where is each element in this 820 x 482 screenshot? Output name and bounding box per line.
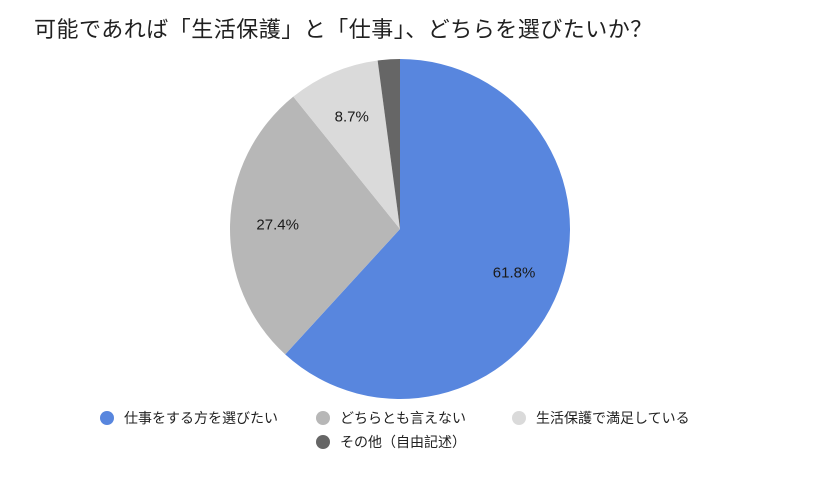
legend-item-work: 仕事をする方を選びたい: [100, 408, 278, 428]
chart-title: 可能であれば「生活保護」と「仕事」、どちらを選びたいか？: [34, 18, 653, 43]
legend-label: 生活保護で満足している: [536, 411, 690, 427]
legend-item-undecided: どちらとも言えない: [316, 408, 466, 428]
pie-slices: [230, 59, 570, 399]
legend-item-welfare: 生活保護で満足している: [512, 408, 690, 428]
slice-label: 61.8%: [492, 264, 536, 282]
legend-swatch-icon: [316, 435, 330, 449]
slice-undecided: [230, 96, 400, 355]
legend-label: 仕事をする方を選びたい: [124, 411, 278, 427]
legend-swatch-icon: [316, 411, 330, 425]
legend-item-other: その他（自由記述）: [316, 432, 466, 452]
slice-work: [285, 59, 570, 399]
legend-label: どちらとも言えない: [340, 411, 466, 427]
legend-swatch-icon: [512, 411, 526, 425]
slice-label: 8.7%: [334, 108, 369, 125]
slice-other: [377, 59, 400, 229]
legend-label: その他（自由記述）: [340, 435, 466, 451]
slice-welfare: [293, 60, 400, 229]
legend-swatch-icon: [100, 411, 114, 425]
slice-label: 27.4%: [256, 216, 299, 234]
